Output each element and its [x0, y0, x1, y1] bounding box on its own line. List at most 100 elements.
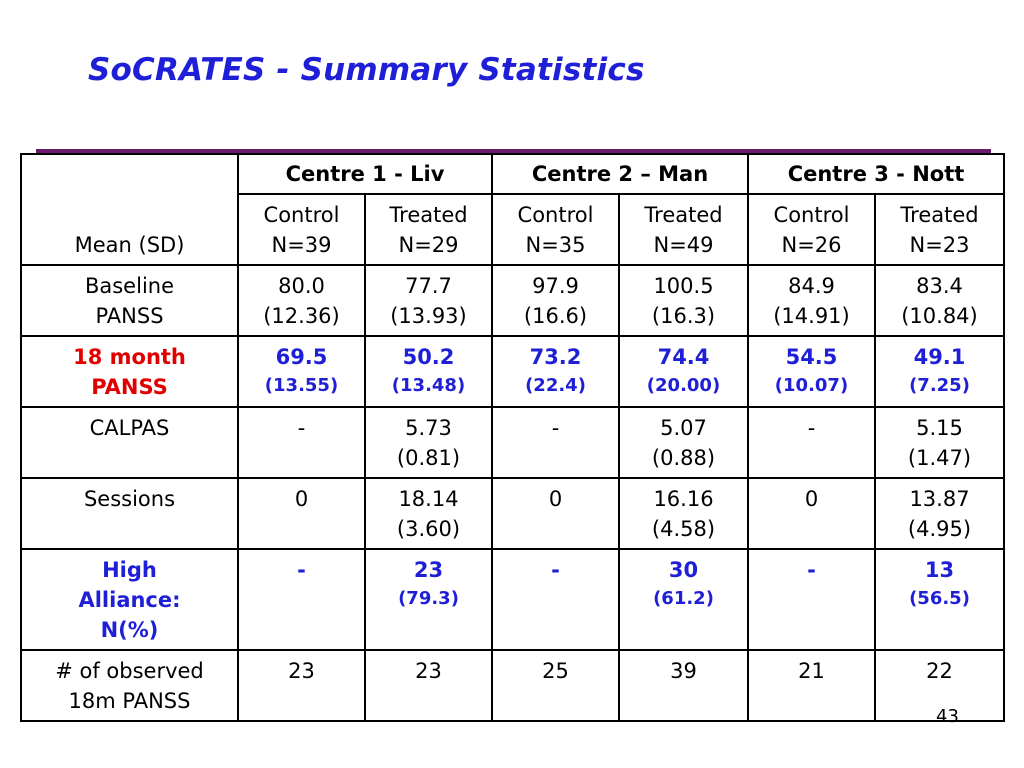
data-cell: 5.15 (1.47): [874, 406, 1005, 479]
centre-2-header: Centre 2 – Man: [491, 153, 749, 195]
group-n: N=29: [398, 233, 459, 257]
data-cell: 84.9 (14.91): [747, 264, 876, 337]
group-header-cell: Control N=35: [491, 193, 620, 266]
group-n: N=39: [271, 233, 332, 257]
mean-value: 13.87: [909, 487, 970, 511]
data-cell: 83.4 (10.84): [874, 264, 1005, 337]
data-cell: 23: [364, 649, 493, 722]
group-name: Treated: [644, 203, 723, 227]
slide-title: SoCRATES - Summary Statistics: [88, 52, 645, 88]
mean-value: 49.1: [913, 345, 966, 369]
centre-3-header: Centre 3 - Nott: [747, 153, 1005, 195]
count-value: 25: [542, 659, 569, 683]
group-header-cell: Treated N=49: [618, 193, 749, 266]
row-label-line: High: [102, 558, 157, 582]
data-cell: 21: [747, 649, 876, 722]
table-row-high-alliance: High Alliance: N(%) - 23 (79.3) - 30 (61.2) …: [20, 548, 1005, 651]
table-row-sessions: Sessions 0 18.14 (3.60) 0 16.16 (4.58) 0 1…: [20, 477, 1005, 550]
mean-value: 5.73: [405, 416, 452, 440]
row-label-line: Alliance:: [78, 588, 181, 612]
data-cell: 22: [874, 649, 1005, 722]
count-value: 30: [668, 558, 699, 582]
sd-value: (12.36): [263, 304, 340, 328]
sd-value: (0.88): [651, 446, 716, 470]
data-cell: 5.07 (0.88): [618, 406, 749, 479]
data-cell: 74.4 (20.00): [618, 335, 749, 408]
count-value: 13: [924, 558, 955, 582]
mean-value: 97.9: [532, 274, 579, 298]
centre-1-header: Centre 1 - Liv: [237, 153, 493, 195]
sd-value: (16.3): [651, 304, 716, 328]
group-header-cell: Treated N=23: [874, 193, 1005, 266]
mean-value: 100.5: [653, 274, 714, 298]
mean-value: -: [551, 416, 560, 440]
mean-value: 5.15: [916, 416, 963, 440]
data-cell: -: [237, 548, 366, 651]
mean-value: 69.5: [275, 345, 328, 369]
group-n: N=35: [525, 233, 586, 257]
data-cell: 50.2 (13.48): [364, 335, 493, 408]
mean-value: 0: [294, 487, 309, 511]
count-value: -: [297, 558, 306, 582]
count-value: -: [807, 558, 816, 582]
row-label-line: 18 month: [73, 345, 186, 369]
group-header-row: Control N=39 Treated N=29 Control N=35 Trea…: [21, 193, 1005, 266]
group-header-cell: Control N=26: [747, 193, 876, 266]
data-cell: 0: [237, 477, 366, 550]
centre-header-row: Mean (SD) Centre 1 - Liv Centre 2 – Man …: [20, 153, 1005, 266]
data-cell: -: [747, 406, 876, 479]
mean-value: 0: [548, 487, 563, 511]
sd-value: (13.55): [264, 375, 339, 396]
group-name: Treated: [389, 203, 468, 227]
count-value: 23: [288, 659, 315, 683]
data-cell: 49.1 (7.25): [874, 335, 1005, 408]
sd-value: (10.84): [901, 304, 978, 328]
count-value: -: [551, 558, 560, 582]
row-label-line: 18m PANSS: [68, 689, 191, 713]
table-row-observed-18m-panss: # of observed 18m PANSS 23 23 25 39 21 22: [20, 649, 1005, 722]
percent-value: (79.3): [398, 588, 459, 609]
group-header-cell: Treated N=29: [364, 193, 493, 266]
data-cell: -: [491, 548, 620, 651]
group-name: Control: [263, 203, 340, 227]
row-label-line: Sessions: [83, 487, 176, 511]
count-value: 22: [926, 659, 953, 683]
sd-value: (20.00): [646, 375, 721, 396]
sd-value: (4.95): [907, 517, 972, 541]
count-value: 21: [798, 659, 825, 683]
sd-value: (13.48): [391, 375, 466, 396]
mean-sd-label: Mean (SD): [74, 233, 185, 257]
row-label-cell: # of observed 18m PANSS: [20, 649, 239, 722]
row-label-cell: Sessions: [20, 477, 239, 550]
row-label-cell: High Alliance: N(%): [20, 548, 239, 651]
data-cell: 77.7 (13.93): [364, 264, 493, 337]
sd-value: (13.93): [390, 304, 467, 328]
mean-value: 83.4: [916, 274, 963, 298]
mean-value: -: [807, 416, 816, 440]
count-value: 39: [670, 659, 697, 683]
group-n: N=26: [781, 233, 842, 257]
mean-value: 16.16: [653, 487, 714, 511]
row-label-line: N(%): [100, 618, 159, 642]
sd-value: (1.47): [907, 446, 972, 470]
data-cell: 30 (61.2): [618, 548, 749, 651]
table-row-calpas: CALPAS - 5.73 (0.81) - 5.07 (0.88) - 5.15 (…: [20, 406, 1005, 479]
mean-value: 18.14: [398, 487, 459, 511]
mean-value: -: [297, 416, 306, 440]
mean-value: 5.07: [660, 416, 707, 440]
row-label-cell: 18 month PANSS: [20, 335, 239, 408]
group-n: N=23: [909, 233, 970, 257]
sd-value: (0.81): [396, 446, 461, 470]
sd-value: (22.4): [525, 375, 586, 396]
percent-value: (61.2): [653, 588, 714, 609]
data-cell: 97.9 (16.6): [491, 264, 620, 337]
mean-value: 84.9: [788, 274, 835, 298]
data-cell: 73.2 (22.4): [491, 335, 620, 408]
data-cell: 80.0 (12.36): [237, 264, 366, 337]
data-cell: 13.87 (4.95): [874, 477, 1005, 550]
sd-value: (14.91): [773, 304, 850, 328]
group-name: Control: [773, 203, 850, 227]
data-cell: 54.5 (10.07): [747, 335, 876, 408]
row-label-cell: CALPAS: [20, 406, 239, 479]
sd-value: (3.60): [396, 517, 461, 541]
